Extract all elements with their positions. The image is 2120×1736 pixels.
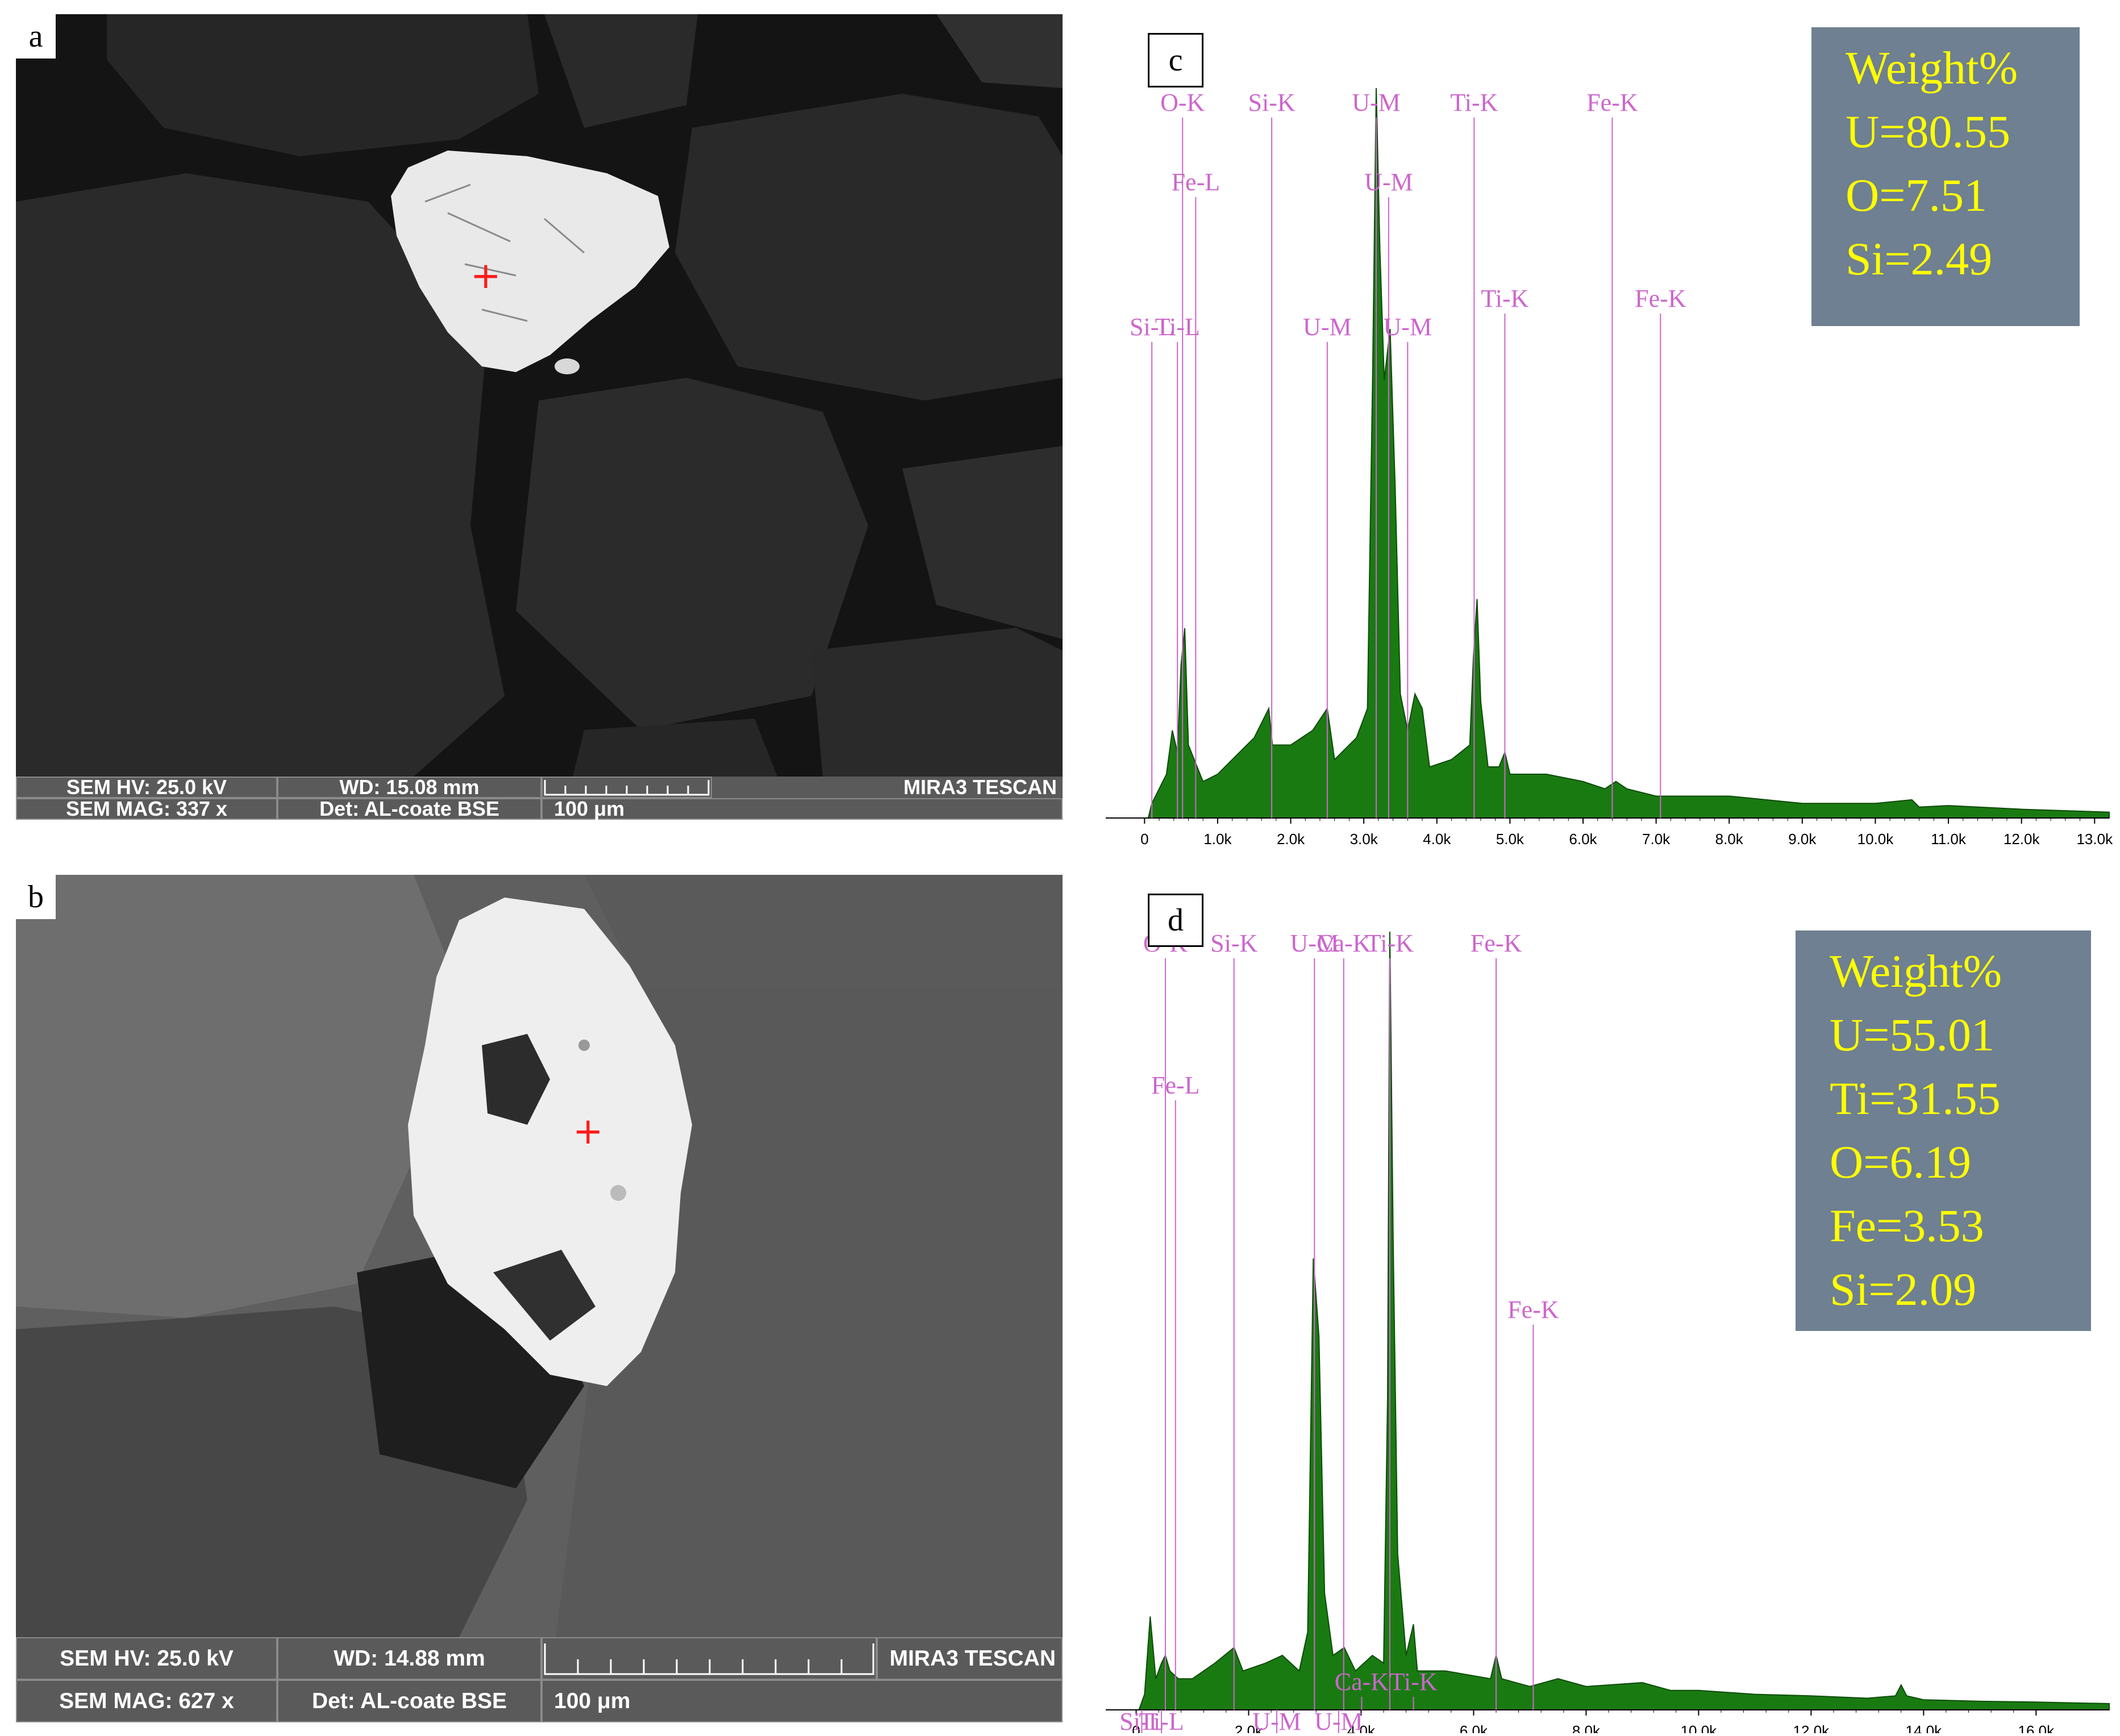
detector-readout: Det: AL-coate BSE [277,797,542,820]
x-tick-label: 8.0k [1572,1722,1601,1733]
spectrum-area [1138,931,2110,1710]
peak-label: U-M [1303,313,1352,341]
eds-spectrum-chart-c: 0 1.0k 2.0k 3.0k 4.0k 5.0k 6.0k 7.0k 8.0k 9.0k 10.… [1106,87,2113,848]
hv-readout: SEM HV: 25.0 kV [16,775,277,799]
peak-label: Ti-L [1155,313,1200,341]
wd-readout: WD: 15.08 mm [277,775,542,799]
weight-box-title: Weight% [1830,945,2002,997]
weight-box-title: Weight% [1846,42,2018,94]
scale-bar [542,1637,877,1680]
instrument-brand: MIRA3 TESCAN [877,1637,1063,1680]
x-tick-label: 5.0k [1496,831,1525,848]
bse-micrograph-b [16,875,1063,1637]
panel-label-b: b [16,875,56,919]
eds-spectrum-d: 02.0k4.0k6.0k8.0k10.0k12.0k14.0k16.0kO-K… [1068,875,2120,1736]
crosshair-marker: + [573,1111,603,1153]
detector-readout: Det: AL-coate BSE [277,1680,542,1722]
peak-label: Ti-K [1481,285,1528,312]
scale-bar-ruler [544,780,710,796]
panel-label-a: a [16,14,56,59]
x-tick-label: 10.0k [1857,831,1894,848]
peak-label: Si-K [1248,89,1296,116]
x-tick-label: 7.0k [1642,831,1671,848]
peak-label: Ca-K [1317,929,1371,957]
weight-box-entry: Ti=31.55 [1830,1073,2001,1124]
x-tick-label: 16.0k [2018,1722,2055,1733]
x-tick-label: 12.0k [2004,831,2040,848]
weight-box-entry: O=6.19 [1830,1136,1971,1188]
x-tick-label: 1.0k [1203,831,1232,848]
scale-bar [542,777,712,798]
peak-label: U-M [1352,89,1401,116]
peak-label: U-M [1314,1708,1363,1733]
peak-label: Fe-K [1471,929,1522,957]
weight-percent-box-c: Weight% U=80.55 O=7.51 Si=2.49 [1811,27,2080,326]
scale-bar-ruler [544,1643,874,1675]
x-tick-label: 8.0k [1715,831,1744,848]
weight-box-entry: Fe=3.53 [1830,1200,1984,1251]
bse-micrograph-a [16,14,1063,777]
peak-label: Ti-L [1139,1708,1184,1733]
sem-image-b: + b SEM HV: 25.0 kV WD: 14.88 mm SEM MAG… [16,875,1063,1722]
x-tick-label: 12.0k [1793,1722,1830,1733]
sem-image-a: + a SEM HV: 25.0 kV WD: 15.08 mm SEM MAG… [16,14,1063,820]
crosshair-marker: + [470,255,501,297]
x-tick-label: 11.0k [1931,831,1967,848]
scale-label: 100 μm [542,1680,1063,1722]
peak-label: Si-K [1210,929,1257,957]
peak-label: Ca-K [1335,1668,1389,1696]
scale-label: 100 μm [542,797,1063,820]
x-tick-label: 10.0k [1681,1722,1718,1733]
instrument-brand: MIRA3 TESCAN [903,775,1057,799]
x-tick-label: 14.0k [1906,1722,1943,1733]
eds-spectrum-chart-d: 02.0k4.0k6.0k8.0k10.0k12.0k14.0k16.0kO-K… [1106,929,2110,1736]
peak-label: Ti-K [1366,929,1414,957]
weight-box-entry: U=80.55 [1846,106,2010,157]
peak-label: U-M [1290,929,1339,957]
peak-label: O-K [1160,89,1205,116]
peak-label: Si-L [1119,1708,1164,1733]
x-tick-label: 2.0k [1277,831,1305,848]
x-tick-label: 4.0k [1423,831,1451,848]
weight-box-entry: Si=2.49 [1846,233,1993,285]
peak-label: U-M [1364,168,1413,196]
panel-label-d: d [1148,894,1203,947]
weight-box-entry: Si=2.09 [1830,1263,1977,1315]
hv-readout: SEM HV: 25.0 kV [16,1637,277,1680]
weight-box-entry: O=7.51 [1846,169,1987,221]
sem-databar-a: SEM HV: 25.0 kV WD: 15.08 mm SEM MAG: 33… [16,775,1063,820]
weight-percent-box-d: Weight% U=55.01 Ti=31.55 O=6.19 Fe=3.53 Si=2.… [1796,930,2091,1331]
x-tick-label: 13.0k [2076,831,2113,848]
panel-label-c: c [1148,33,1203,87]
x-tick-label: 3.0k [1350,831,1378,848]
peak-label: Fe-K [1635,285,1686,312]
peak-label: Si-L [1130,313,1174,341]
peak-label: Fe-K [1586,89,1638,116]
x-tick-label: 6.0k [1460,1722,1488,1733]
weight-box-entry: U=55.01 [1830,1009,1994,1061]
peak-label: Fe-K [1507,1296,1559,1324]
peak-label: Ti-K [1390,1668,1438,1696]
peak-label: U-M [1252,1708,1301,1733]
x-tick-label: 0 [1132,1722,1140,1733]
peak-label: Fe-L [1172,168,1221,196]
wd-readout: WD: 14.88 mm [277,1637,542,1680]
mag-readout: SEM MAG: 337 x [16,797,277,820]
peak-label: Ti-K [1450,89,1498,116]
x-tick-label: 9.0k [1788,831,1817,848]
eds-spectrum-c: 0 1.0k 2.0k 3.0k 4.0k 5.0k 6.0k 7.0k 8.0k 9.0k 10.… [1068,11,2120,863]
peak-label: U-M [1384,313,1432,341]
sem-databar-b: SEM HV: 25.0 kV WD: 14.88 mm SEM MAG: 62… [16,1637,1063,1722]
mag-readout: SEM MAG: 627 x [16,1680,277,1722]
x-tick-label: 0 [1140,831,1148,848]
peak-label: Fe-L [1151,1071,1200,1099]
x-tick-label: 6.0k [1569,831,1597,848]
